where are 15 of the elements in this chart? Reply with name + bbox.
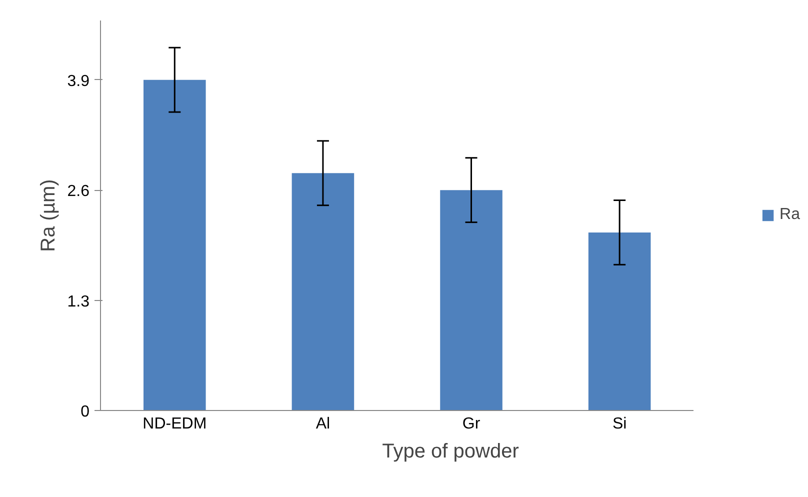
x-tick-label: Si — [612, 416, 627, 432]
x-axis-title: Type of powder — [382, 440, 520, 462]
bar — [440, 190, 502, 410]
bar — [292, 173, 354, 410]
x-tick-label: ND-EDM — [142, 416, 207, 432]
bar — [144, 80, 206, 410]
y-tick-label: 1.3 — [67, 293, 90, 310]
y-tick-label: 2.6 — [67, 183, 90, 200]
bar — [588, 232, 651, 410]
x-tick-label: Al — [316, 416, 330, 432]
x-tick-label: Gr — [462, 416, 481, 432]
legend-label: Ra — [780, 206, 800, 224]
y-tick-label: 3.9 — [67, 72, 90, 90]
y-axis-title: Ra (µm) — [37, 179, 60, 252]
y-tick-label: 0 — [80, 404, 90, 420]
